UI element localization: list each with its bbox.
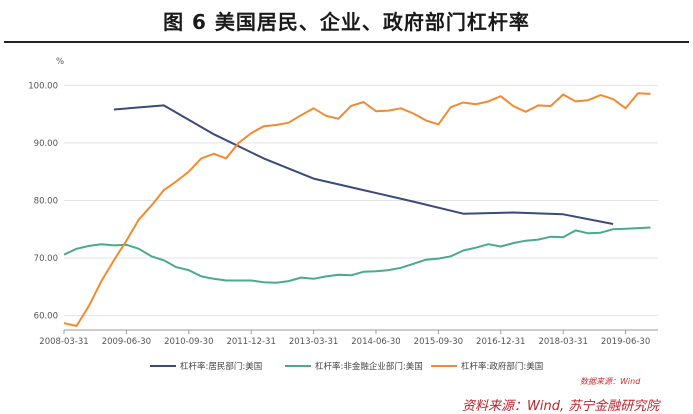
x-tick-label: 2015-09-30 xyxy=(414,337,463,347)
series-line-corporate xyxy=(63,226,651,284)
x-tick-label: 2014-06-30 xyxy=(351,337,400,347)
page-title: 图 6 美国居民、企业、政府部门杠杆率 xyxy=(163,10,530,34)
legend: 杠杆率:居民部门:美国 杠杆率:非金融企业部门:美国 杠杆率:政府部门:美国 xyxy=(150,361,543,372)
source-footer: 资料来源：Wind, 苏宁金融研究院 xyxy=(462,399,660,414)
x-tick-label: 2016-12-31 xyxy=(476,337,525,347)
legend-label-government: 杠杆率:政府部门:美国 xyxy=(461,361,543,372)
x-tick-label: 2019-06-30 xyxy=(601,337,650,347)
source-note: 数据来源：Wind xyxy=(580,377,641,386)
title-divider xyxy=(4,41,689,43)
y-tick-label: 70.00 xyxy=(34,254,58,264)
series-line-household xyxy=(113,104,614,225)
x-axis: 2008-03-31 2009-06-30 2010-09-30 2011-12-31… xyxy=(39,329,658,347)
x-tick-label: 2013-03-31 xyxy=(289,337,338,347)
y-axis: 60.00 70.00 80.00 90.00 100.00 xyxy=(28,81,658,322)
x-tick-label: 2011-12-31 xyxy=(226,337,275,347)
legend-label-household: 杠杆率:居民部门:美国 xyxy=(180,361,262,372)
y-tick-label: 80.00 xyxy=(34,196,58,206)
y-tick-label: 100.00 xyxy=(28,81,58,91)
series-line-government xyxy=(63,92,651,327)
y-tick-label: 90.00 xyxy=(34,139,58,149)
y-axis-unit: % xyxy=(56,57,64,67)
x-tick-label: 2010-09-30 xyxy=(164,337,213,347)
y-tick-label: 60.00 xyxy=(34,312,58,322)
x-tick-label: 2018-03-31 xyxy=(538,337,587,347)
legend-label-corporate: 杠杆率:非金融企业部门:美国 xyxy=(315,361,423,372)
x-tick-label: 2008-03-31 xyxy=(39,337,88,347)
x-tick-label: 2009-06-30 xyxy=(102,337,151,347)
series-lines xyxy=(63,92,651,327)
